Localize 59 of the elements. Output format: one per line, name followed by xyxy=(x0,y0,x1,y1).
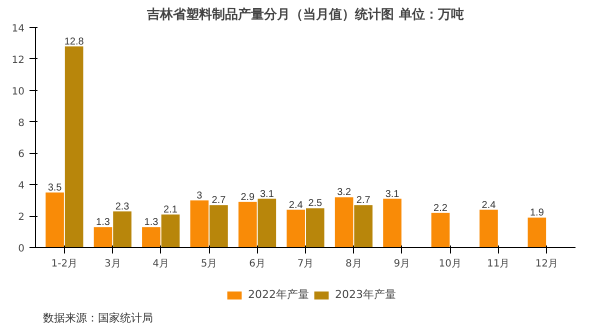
bar xyxy=(480,210,498,248)
chart-title: 吉林省塑料制品产量分月（当月值）统计图 单位：万吨 xyxy=(146,6,464,22)
legend-label: 2023年产量 xyxy=(335,287,396,302)
bar xyxy=(258,198,276,248)
x-tick-label: 8月 xyxy=(346,258,362,270)
bar xyxy=(94,227,112,248)
bar xyxy=(528,218,546,248)
source-note: 数据来源：国家统计局 xyxy=(42,312,153,324)
x-tick-label: 7月 xyxy=(297,258,314,270)
data-label: 2.7 xyxy=(356,195,371,206)
bar xyxy=(142,227,160,248)
x-tick-label: 12月 xyxy=(535,258,558,270)
y-tick-label: 14 xyxy=(12,24,25,34)
y-tick-label: 2 xyxy=(18,212,25,224)
bar xyxy=(46,192,64,248)
data-label: 1.9 xyxy=(530,208,544,219)
data-label: 2.4 xyxy=(482,200,496,211)
y-tick-label: 8 xyxy=(18,118,25,129)
data-label: 2.4 xyxy=(288,200,304,211)
legend-label: 2022年产量 xyxy=(248,287,309,302)
x-tick-label: 5月 xyxy=(200,258,218,270)
x-tick-label: 1-2月 xyxy=(51,258,78,270)
bar xyxy=(334,197,354,248)
bar xyxy=(354,205,373,248)
data-label: 3.1 xyxy=(260,188,274,200)
x-tick-label: 3月 xyxy=(104,258,121,270)
data-label: 3 xyxy=(196,190,203,202)
data-label: 2.9 xyxy=(240,192,256,203)
data-label: 1.3 xyxy=(144,217,159,228)
x-tick-label: 10月 xyxy=(438,258,462,270)
data-label: 2.1 xyxy=(164,204,178,216)
bar xyxy=(113,211,132,248)
bar xyxy=(431,212,450,248)
y-tick-label: 6 xyxy=(18,149,25,160)
data-label: 2.3 xyxy=(115,201,130,212)
bar xyxy=(383,198,402,248)
bar xyxy=(64,46,84,248)
data-label: 2.7 xyxy=(212,195,226,206)
bar xyxy=(161,214,180,248)
data-label: 3.2 xyxy=(337,187,352,198)
data-label: 12.8 xyxy=(64,36,84,48)
data-label: 3.5 xyxy=(48,182,62,194)
x-tick-label: 11月 xyxy=(486,258,510,270)
y-tick-label: 12 xyxy=(12,54,25,66)
data-label: 2.5 xyxy=(308,198,323,210)
y-tick-label: 4 xyxy=(18,180,25,192)
data-label: 2.2 xyxy=(434,202,448,214)
x-tick-label: 4月 xyxy=(152,258,170,270)
bar xyxy=(190,200,209,248)
x-tick-label: 9月 xyxy=(394,258,410,270)
data-label: 1.3 xyxy=(96,217,110,228)
bar xyxy=(210,205,228,248)
x-tick-label: 6月 xyxy=(249,258,266,270)
bar xyxy=(238,202,257,248)
data-label: 3.1 xyxy=(385,188,400,200)
bar xyxy=(286,210,306,248)
y-tick-label: 0 xyxy=(18,244,25,254)
y-tick-label: 10 xyxy=(12,86,25,98)
bar xyxy=(306,208,324,248)
